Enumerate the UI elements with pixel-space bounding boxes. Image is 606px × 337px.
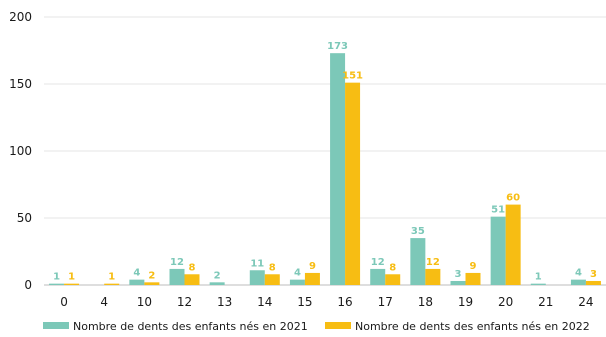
data-label: 2	[214, 270, 221, 281]
data-label: 11	[250, 258, 264, 269]
bar	[184, 274, 200, 285]
y-tick-label: 150	[9, 77, 32, 91]
data-label: 3	[455, 269, 462, 280]
data-label: 35	[411, 226, 425, 237]
x-tick-label: 20	[498, 295, 513, 309]
x-tick-label: 13	[217, 295, 232, 309]
legend: Nombre de dents des enfants nés en 2021 N…	[43, 320, 590, 333]
legend-label: Nombre de dents des enfants nés en 2021	[73, 320, 308, 333]
x-tick-label: 15	[297, 295, 312, 309]
bar	[530, 283, 546, 285]
x-tick-label: 21	[538, 295, 553, 309]
data-label: 2	[148, 270, 155, 281]
legend-swatch	[43, 322, 69, 329]
x-tick-label: 24	[578, 295, 593, 309]
y-tick-label: 50	[17, 211, 32, 225]
bar	[304, 272, 320, 285]
data-label: 1	[108, 272, 115, 283]
y-tick-label: 0	[24, 278, 32, 292]
x-tick-label: 10	[137, 295, 152, 309]
data-label: 1	[53, 272, 60, 283]
legend-swatch	[325, 322, 351, 329]
bar	[144, 282, 160, 285]
x-tick-label: 14	[257, 295, 272, 309]
data-label: 12	[426, 257, 440, 268]
x-tick-label: 4	[100, 295, 108, 309]
data-label: 51	[491, 205, 505, 216]
bar	[450, 280, 466, 285]
bar	[264, 274, 280, 285]
bar	[104, 283, 120, 285]
bar	[385, 274, 401, 285]
bar	[505, 204, 521, 285]
x-tick-label: 0	[60, 295, 68, 309]
bar	[64, 283, 80, 285]
bar	[410, 238, 426, 285]
bar	[289, 279, 305, 285]
data-label: 1	[68, 272, 75, 283]
data-label: 8	[189, 262, 196, 273]
data-label: 4	[294, 268, 301, 279]
bar	[249, 270, 265, 285]
bar	[209, 282, 225, 285]
bar	[129, 279, 145, 285]
bar	[425, 268, 441, 285]
y-axis: 0 50 100 150 200	[9, 10, 32, 292]
data-label: 12	[170, 257, 184, 268]
data-label: 151	[342, 71, 363, 82]
bar	[585, 280, 601, 285]
legend-label: Nombre de dents des enfants nés en 2022	[355, 320, 590, 333]
gridlines	[44, 16, 606, 286]
x-tick-label: 17	[378, 295, 393, 309]
data-label: 3	[590, 269, 597, 280]
data-label: 4	[575, 268, 582, 279]
x-tick-label: 19	[458, 295, 473, 309]
bar	[330, 53, 346, 286]
x-tick-label: 18	[418, 295, 433, 309]
data-label: 173	[327, 41, 348, 52]
data-label: 60	[506, 193, 520, 204]
bar	[49, 283, 65, 285]
bar	[370, 268, 386, 285]
data-label: 9	[309, 261, 316, 272]
bar	[169, 268, 185, 285]
x-axis: 0 4 10 12 13 14 15 16 17 18 19 20 21 24	[60, 295, 593, 309]
bar	[345, 82, 361, 285]
x-tick-label: 16	[337, 295, 352, 309]
bar	[570, 279, 586, 285]
data-label: 1	[535, 272, 542, 283]
data-label: 8	[269, 262, 276, 273]
bar	[465, 272, 481, 285]
bar	[490, 216, 506, 285]
data-label: 4	[133, 268, 140, 279]
y-tick-label: 200	[9, 10, 32, 24]
data-label: 8	[389, 262, 396, 273]
x-tick-label: 12	[177, 295, 192, 309]
data-label: 9	[470, 261, 477, 272]
y-tick-label: 100	[9, 144, 32, 158]
data-label: 12	[371, 257, 385, 268]
